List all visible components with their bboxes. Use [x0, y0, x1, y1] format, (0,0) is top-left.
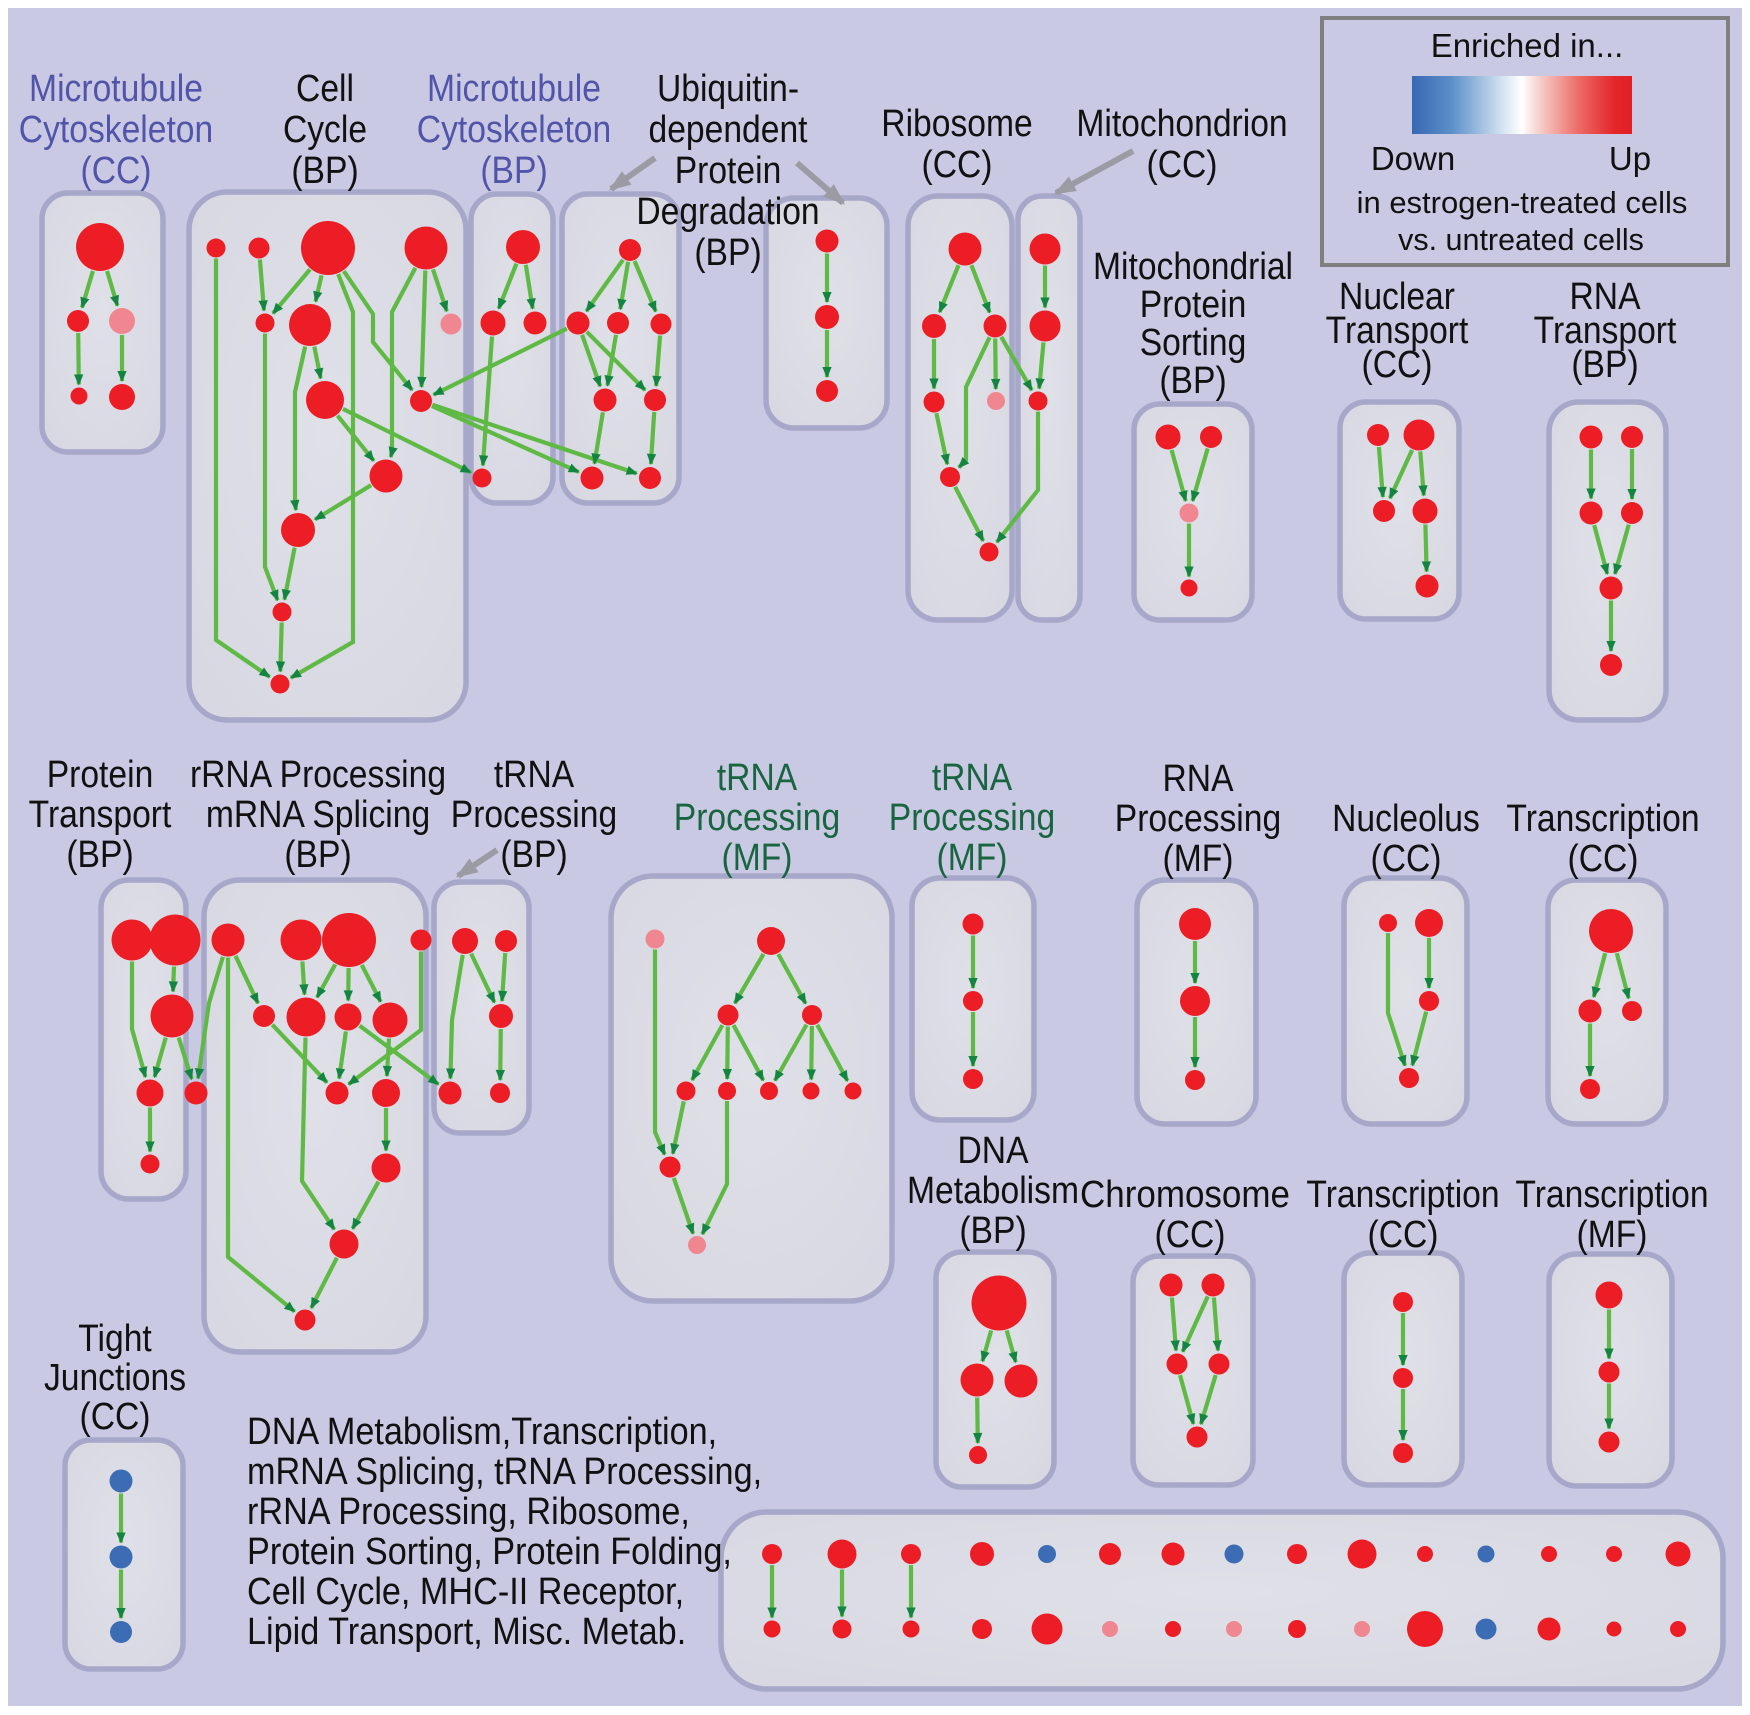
svg-text:Degradation: Degradation	[636, 191, 819, 233]
svg-text:(BP): (BP)	[959, 1210, 1026, 1252]
svg-text:Transcription: Transcription	[1306, 1174, 1499, 1216]
svg-text:(CC): (CC)	[1371, 838, 1442, 880]
svg-text:Up: Up	[1609, 140, 1651, 177]
svg-text:Metabolism: Metabolism	[907, 1170, 1079, 1212]
svg-text:(CC): (CC)	[922, 144, 993, 186]
svg-text:Cell: Cell	[296, 68, 354, 110]
svg-text:Cytoskeleton: Cytoskeleton	[417, 109, 611, 151]
svg-text:Microtubule: Microtubule	[29, 68, 203, 110]
svg-text:Transcription: Transcription	[1515, 1174, 1708, 1216]
svg-text:Lipid Transport, Misc. Metab.: Lipid Transport, Misc. Metab.	[247, 1611, 686, 1653]
svg-text:tRNA: tRNA	[932, 757, 1013, 799]
svg-text:Cell Cycle, MHC-II Receptor,: Cell Cycle, MHC-II Receptor,	[247, 1571, 684, 1613]
svg-text:(CC): (CC)	[80, 1396, 151, 1438]
svg-text:mRNA Splicing: mRNA Splicing	[206, 794, 430, 836]
svg-text:(BP): (BP)	[500, 834, 567, 876]
svg-text:(MF): (MF)	[722, 837, 793, 879]
svg-text:Enriched in...: Enriched in...	[1431, 27, 1624, 64]
svg-text:Nucleolus: Nucleolus	[1332, 798, 1480, 840]
svg-text:Junctions: Junctions	[44, 1357, 186, 1399]
svg-text:(CC): (CC)	[1368, 1214, 1439, 1256]
svg-text:Protein: Protein	[1140, 284, 1247, 326]
svg-text:(CC): (CC)	[1568, 838, 1639, 880]
svg-text:rRNA Processing: rRNA Processing	[190, 754, 446, 796]
svg-text:Processing: Processing	[1115, 798, 1281, 840]
svg-text:vs. untreated cells: vs. untreated cells	[1398, 223, 1644, 257]
svg-text:(BP): (BP)	[66, 834, 133, 876]
svg-text:Mitochondrion: Mitochondrion	[1076, 103, 1287, 145]
svg-text:Protein Sorting, Protein Foldi: Protein Sorting, Protein Folding,	[247, 1531, 732, 1573]
svg-text:mRNA Splicing, tRNA Processing: mRNA Splicing, tRNA Processing,	[247, 1451, 762, 1493]
svg-text:Transcription: Transcription	[1506, 798, 1699, 840]
svg-text:(BP): (BP)	[284, 834, 351, 876]
svg-text:(BP): (BP)	[1159, 360, 1226, 402]
svg-text:(BP): (BP)	[291, 150, 358, 192]
svg-text:Protein: Protein	[47, 754, 154, 796]
svg-text:(CC): (CC)	[1362, 344, 1433, 386]
svg-text:Mitochondrial: Mitochondrial	[1093, 246, 1293, 288]
svg-text:Transport: Transport	[1534, 310, 1677, 352]
svg-text:Transport: Transport	[1326, 310, 1469, 352]
svg-text:(MF): (MF)	[1577, 1214, 1648, 1256]
svg-text:(BP): (BP)	[480, 150, 547, 192]
svg-text:(CC): (CC)	[1155, 1214, 1226, 1256]
svg-text:Down: Down	[1371, 140, 1455, 177]
svg-text:Microtubule: Microtubule	[427, 68, 601, 110]
svg-text:Cycle: Cycle	[283, 109, 367, 151]
svg-text:Tight: Tight	[78, 1318, 152, 1360]
svg-text:(BP): (BP)	[694, 232, 761, 274]
svg-text:dependent: dependent	[649, 109, 808, 151]
svg-text:DNA: DNA	[958, 1130, 1030, 1172]
svg-text:RNA: RNA	[1570, 276, 1642, 318]
svg-text:Processing: Processing	[451, 794, 617, 836]
svg-text:Transport: Transport	[29, 794, 172, 836]
svg-text:Nuclear: Nuclear	[1339, 276, 1455, 318]
svg-text:tRNA: tRNA	[494, 754, 575, 796]
svg-text:Cytoskeleton: Cytoskeleton	[19, 109, 213, 151]
svg-text:(BP): (BP)	[1571, 344, 1638, 386]
svg-text:(CC): (CC)	[1147, 144, 1218, 186]
svg-text:Processing: Processing	[889, 797, 1055, 839]
svg-text:Processing: Processing	[674, 797, 840, 839]
svg-text:Sorting: Sorting	[1140, 322, 1247, 364]
svg-text:in estrogen-treated cells: in estrogen-treated cells	[1357, 185, 1688, 220]
svg-text:RNA: RNA	[1163, 758, 1235, 800]
svg-text:(MF): (MF)	[937, 837, 1008, 879]
svg-text:(MF): (MF)	[1163, 838, 1234, 880]
svg-text:Ubiquitin-: Ubiquitin-	[657, 68, 799, 110]
svg-text:Protein: Protein	[675, 150, 782, 192]
svg-text:(CC): (CC)	[81, 150, 152, 192]
svg-text:tRNA: tRNA	[717, 757, 798, 799]
svg-text:Chromosome: Chromosome	[1080, 1174, 1290, 1216]
svg-text:Ribosome: Ribosome	[881, 103, 1032, 145]
svg-text:rRNA Processing, Ribosome,: rRNA Processing, Ribosome,	[247, 1491, 690, 1533]
svg-text:DNA Metabolism,Transcription,: DNA Metabolism,Transcription,	[247, 1411, 717, 1453]
